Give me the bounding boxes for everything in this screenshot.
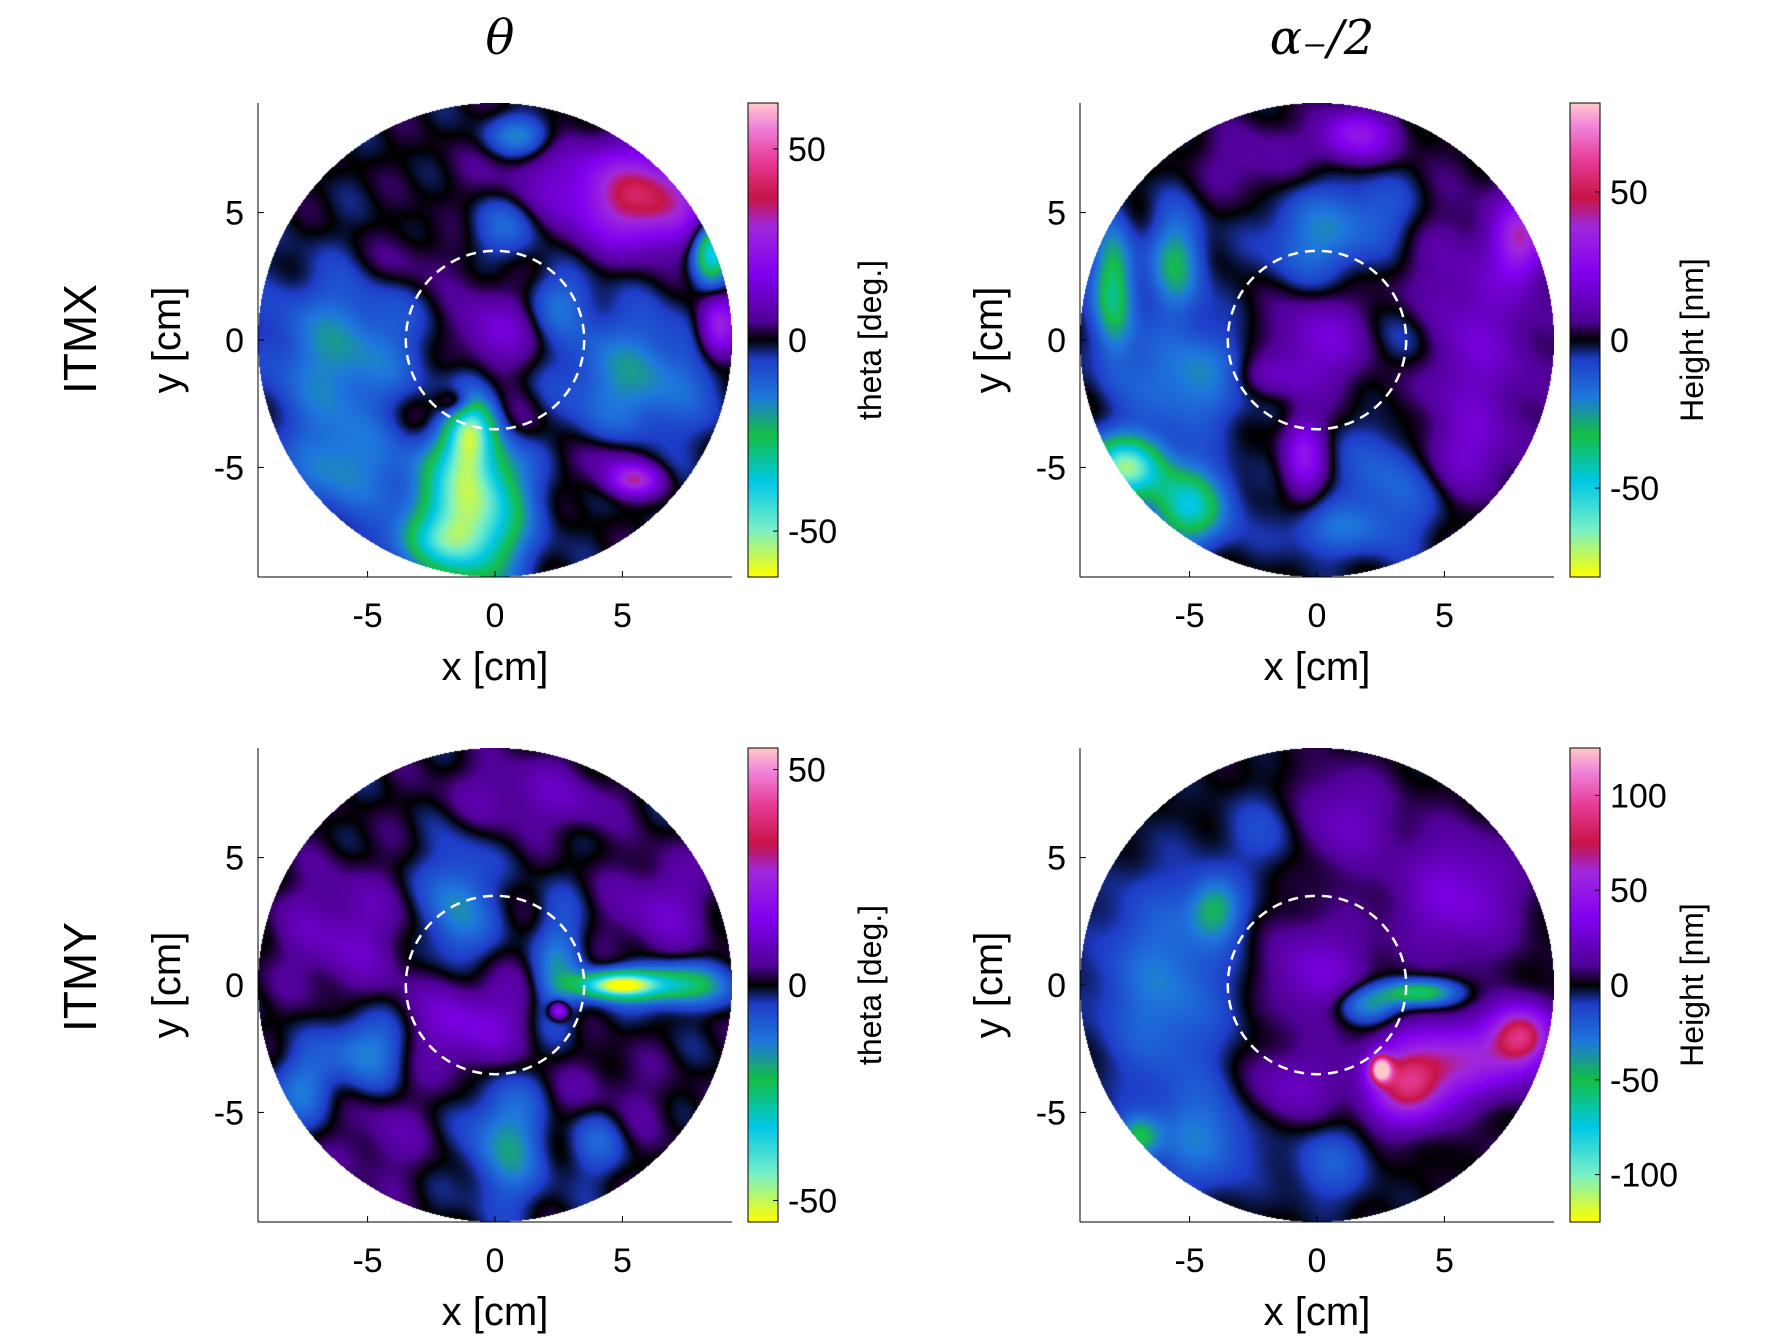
heatmap-itmy-alpha xyxy=(1080,748,1554,1222)
y-tick-label-0-0: -5 xyxy=(214,449,244,487)
y-tick-label-2-0: -5 xyxy=(214,1094,244,1132)
beam-circle-3 xyxy=(1226,894,1408,1076)
beam-circle-1 xyxy=(1226,249,1408,431)
colorbar-tick-label-0-0: 50 xyxy=(788,131,826,169)
x-tick-label-1-2: 5 xyxy=(1435,597,1454,635)
x-axis-label-2: x [cm] xyxy=(442,1290,549,1334)
heatmap-itmx-alpha xyxy=(1080,103,1554,577)
colorbar-label-2: theta [deg.] xyxy=(852,905,888,1065)
x-tick-label-3-2: 5 xyxy=(1435,1242,1454,1280)
y-axis-label-0: y [cm] xyxy=(145,287,189,394)
y-tick-label-2-2: 5 xyxy=(225,840,244,878)
beam-circle-0 xyxy=(404,249,586,431)
colorbar-tick-label-3-3: -50 xyxy=(1610,1062,1659,1100)
x-tick-label-1-0: -5 xyxy=(1174,597,1204,635)
colorbar-tick-label-1-0: 50 xyxy=(1610,174,1648,212)
y-tick-label-1-2: 5 xyxy=(1047,195,1066,233)
x-tick-label-0-1: 0 xyxy=(486,597,505,635)
colorbar-tick-label-1-1: 0 xyxy=(1610,322,1629,360)
x-tick-label-3-0: -5 xyxy=(1174,1242,1204,1280)
y-tick-label-2-1: 0 xyxy=(225,967,244,1005)
colorbar-tick-label-2-0: 50 xyxy=(788,752,826,790)
y-tick-label-3-0: -5 xyxy=(1036,1094,1066,1132)
colorbar-tick-label-3-4: -100 xyxy=(1610,1157,1678,1195)
colorbar-tick-label-2-2: -50 xyxy=(788,1182,837,1220)
column-title-alpha: α₋/2 xyxy=(1269,10,1375,66)
x-tick-label-1-1: 0 xyxy=(1308,597,1327,635)
x-tick-label-0-2: 5 xyxy=(613,597,632,635)
x-tick-label-2-0: -5 xyxy=(352,1242,382,1280)
colorbar-label-1: Height [nm] xyxy=(1674,258,1710,422)
heatmap-itmx-theta xyxy=(258,103,732,577)
y-tick-label-3-1: 0 xyxy=(1047,967,1066,1005)
colorbar-tick-label-2-1: 0 xyxy=(788,967,807,1005)
y-tick-label-0-1: 0 xyxy=(225,322,244,360)
y-tick-label-1-0: -5 xyxy=(1036,449,1066,487)
colorbar-label-0: theta [deg.] xyxy=(852,260,888,420)
column-title-theta: θ xyxy=(485,10,515,66)
x-tick-label-3-1: 0 xyxy=(1308,1242,1327,1280)
x-tick-label-2-2: 5 xyxy=(613,1242,632,1280)
colorbar-tick-label-3-2: 0 xyxy=(1610,967,1629,1005)
y-axis-label-3: y [cm] xyxy=(967,932,1011,1039)
y-tick-label-0-2: 5 xyxy=(225,195,244,233)
colorbar-tick-label-0-2: -50 xyxy=(788,513,837,551)
y-axis-label-1: y [cm] xyxy=(967,287,1011,394)
y-tick-label-1-1: 0 xyxy=(1047,322,1066,360)
colorbar-tick-label-3-0: 100 xyxy=(1610,777,1667,815)
heatmap-itmy-theta xyxy=(258,748,732,1222)
colorbar-tick-label-0-1: 0 xyxy=(788,322,807,360)
beam-circle-2 xyxy=(404,894,586,1076)
y-tick-label-3-2: 5 xyxy=(1047,840,1066,878)
x-tick-label-0-0: -5 xyxy=(352,597,382,635)
colorbar-label-3: Height [nm] xyxy=(1674,903,1710,1067)
y-axis-label-2: y [cm] xyxy=(145,932,189,1039)
colorbar-tick-label-3-1: 50 xyxy=(1610,872,1648,910)
x-axis-label-1: x [cm] xyxy=(1264,645,1371,689)
x-tick-label-2-1: 0 xyxy=(486,1242,505,1280)
x-axis-label-3: x [cm] xyxy=(1264,1290,1371,1334)
colorbar-tick-label-1-2: -50 xyxy=(1610,470,1659,508)
x-axis-label-0: x [cm] xyxy=(442,645,549,689)
